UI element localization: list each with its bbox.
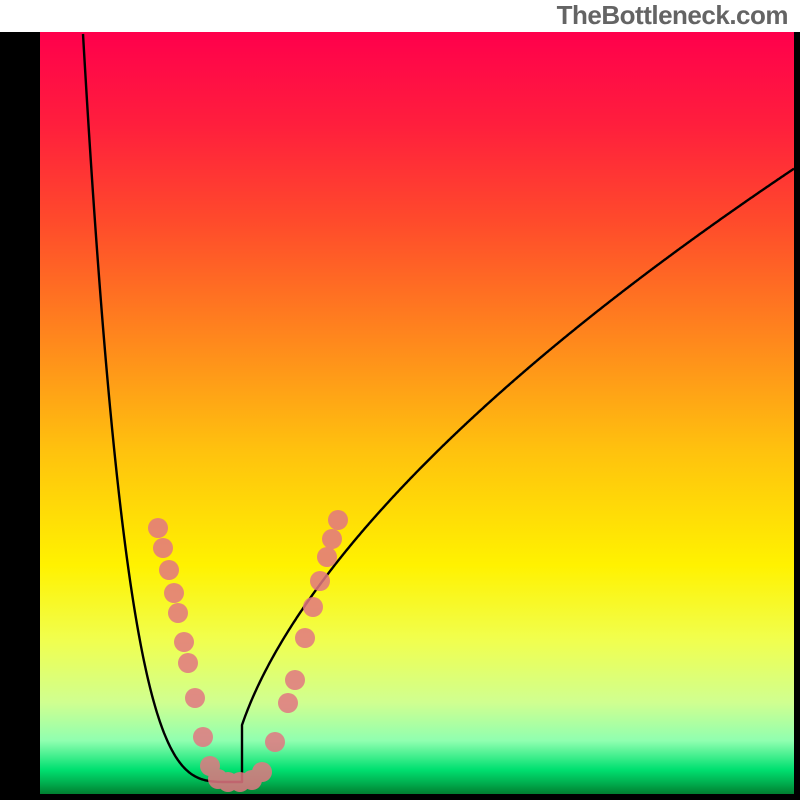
data-point [193, 727, 213, 747]
chart-container: TheBottleneck.com [0, 0, 800, 800]
chart-svg [0, 0, 800, 800]
data-point [159, 560, 179, 580]
data-point [174, 632, 194, 652]
data-point [278, 693, 298, 713]
data-point [168, 603, 188, 623]
plot-background [40, 32, 794, 794]
frame-right [794, 32, 800, 800]
data-point [185, 688, 205, 708]
data-point [164, 583, 184, 603]
data-point [153, 538, 173, 558]
data-point [178, 653, 198, 673]
data-point [303, 597, 323, 617]
data-point [148, 518, 168, 538]
data-point [322, 529, 342, 549]
data-point [295, 628, 315, 648]
data-point [285, 670, 305, 690]
frame-left [0, 32, 40, 800]
data-point [328, 510, 348, 530]
data-point [252, 762, 272, 782]
watermark-text: TheBottleneck.com [557, 0, 788, 31]
data-point [310, 571, 330, 591]
data-point [265, 732, 285, 752]
data-point [317, 547, 337, 567]
frame-bottom [0, 794, 800, 800]
